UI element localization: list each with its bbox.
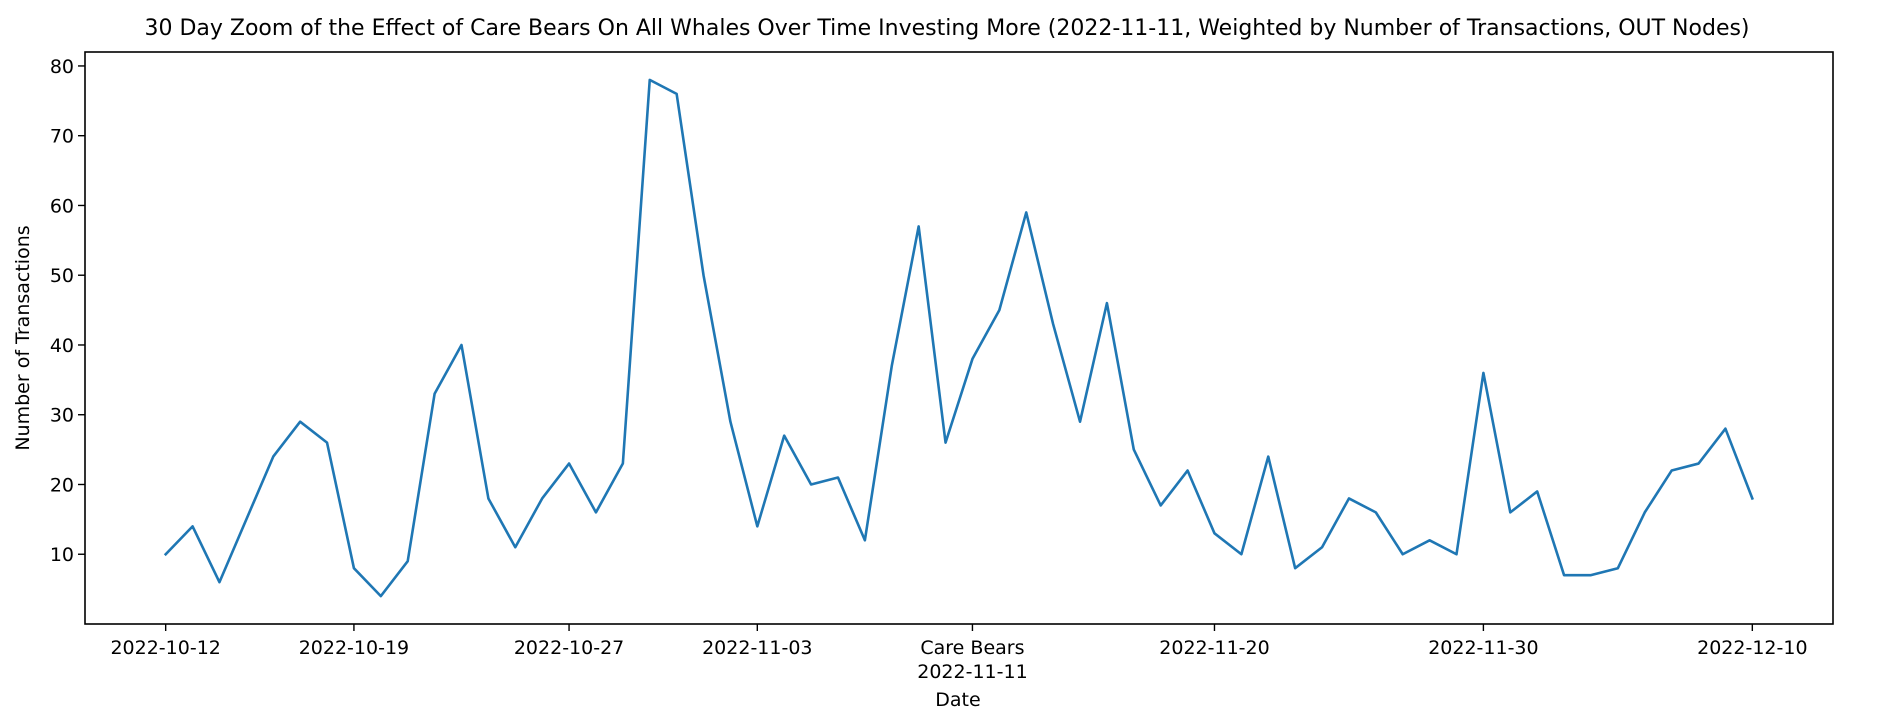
data-point: [1052, 323, 1055, 326]
data-point: [1670, 469, 1673, 472]
data-point: [1401, 553, 1404, 556]
data-point: [837, 476, 840, 479]
data-point: [1106, 302, 1109, 305]
x-tick-label: 2022-11-20: [1159, 637, 1269, 659]
x-axis-label: Date: [935, 689, 980, 711]
data-point: [1724, 427, 1727, 430]
y-tick-label: 30: [50, 405, 74, 427]
x-tick-label: 2022-10-12: [110, 637, 220, 659]
data-point: [218, 581, 221, 584]
x-tick-label: 2022-10-27: [514, 637, 624, 659]
data-point: [1563, 574, 1566, 577]
data-point: [460, 344, 463, 347]
y-tick-label: 50: [50, 265, 74, 287]
data-point: [729, 420, 732, 423]
y-axis-label: Number of Transactions: [12, 225, 34, 450]
y-tick-label: 20: [50, 474, 74, 496]
data-point: [890, 365, 893, 368]
data-point: [487, 497, 490, 500]
data-point: [1294, 567, 1297, 570]
x-tick-label: Care Bears: [920, 637, 1024, 659]
data-point: [810, 483, 813, 486]
x-tick-label: 2022-10-19: [299, 637, 409, 659]
data-point: [1697, 462, 1700, 465]
data-point: [1348, 497, 1351, 500]
data-point: [1079, 420, 1082, 423]
plot-frame: [84, 51, 1834, 625]
data-point: [406, 560, 409, 563]
y-tick-label: 40: [50, 335, 74, 357]
data-point: [1321, 546, 1324, 549]
y-tick-label: 80: [50, 56, 74, 78]
plot-area: [163, 78, 1755, 598]
y-tick-label: 70: [50, 126, 74, 148]
data-point: [272, 455, 275, 458]
data-point: [191, 525, 194, 528]
data-point: [299, 420, 302, 423]
data-point: [1590, 574, 1593, 577]
data-point: [595, 511, 598, 514]
data-point: [1159, 504, 1162, 507]
data-point: [1213, 532, 1216, 535]
data-point: [541, 497, 544, 500]
data-point: [1509, 511, 1512, 514]
data-point: [568, 462, 571, 465]
x-tick-label: 2022-11-30: [1428, 637, 1538, 659]
data-point: [783, 434, 786, 437]
data-point: [1133, 448, 1136, 451]
data-point: [1482, 372, 1485, 375]
data-point: [971, 358, 974, 361]
data-point: [1025, 211, 1028, 214]
data-point: [245, 518, 248, 521]
data-point: [622, 462, 625, 465]
data-point: [1643, 511, 1646, 514]
data-point: [944, 441, 947, 444]
data-point: [756, 525, 759, 528]
data-point: [514, 546, 517, 549]
y-tick-label: 60: [50, 195, 74, 217]
data-point: [1240, 553, 1243, 556]
data-point: [164, 553, 167, 556]
data-point: [917, 225, 920, 228]
data-point: [1455, 553, 1458, 556]
data-point: [648, 79, 651, 82]
series-line: [163, 78, 1755, 598]
y-axis: 10 20 30 40 50 60 70 80: [50, 56, 85, 566]
data-point: [1186, 469, 1189, 472]
data-point: [1428, 539, 1431, 542]
x-tick-label: 2022-11-03: [702, 637, 812, 659]
data-point: [1267, 455, 1270, 458]
data-point: [1375, 511, 1378, 514]
data-point: [675, 93, 678, 96]
x-tick-label: 2022-12-10: [1697, 637, 1807, 659]
data-point: [864, 539, 867, 542]
data-point: [1751, 497, 1754, 500]
data-point: [433, 393, 436, 396]
data-point: [998, 309, 1001, 312]
x-tick-label-secondary: 2022-11-11: [917, 661, 1027, 683]
y-tick-label: 10: [50, 544, 74, 566]
data-point: [326, 441, 329, 444]
data-point: [702, 274, 705, 277]
data-point: [380, 595, 383, 598]
data-point: [353, 567, 356, 570]
data-point: [1536, 490, 1539, 493]
data-point: [1617, 567, 1620, 570]
x-axis: 2022-10-12 2022-10-19 2022-10-27 2022-11-03…: [110, 624, 1808, 683]
chart-title: 30 Day Zoom of the Effect of Care Bears …: [144, 16, 1749, 41]
